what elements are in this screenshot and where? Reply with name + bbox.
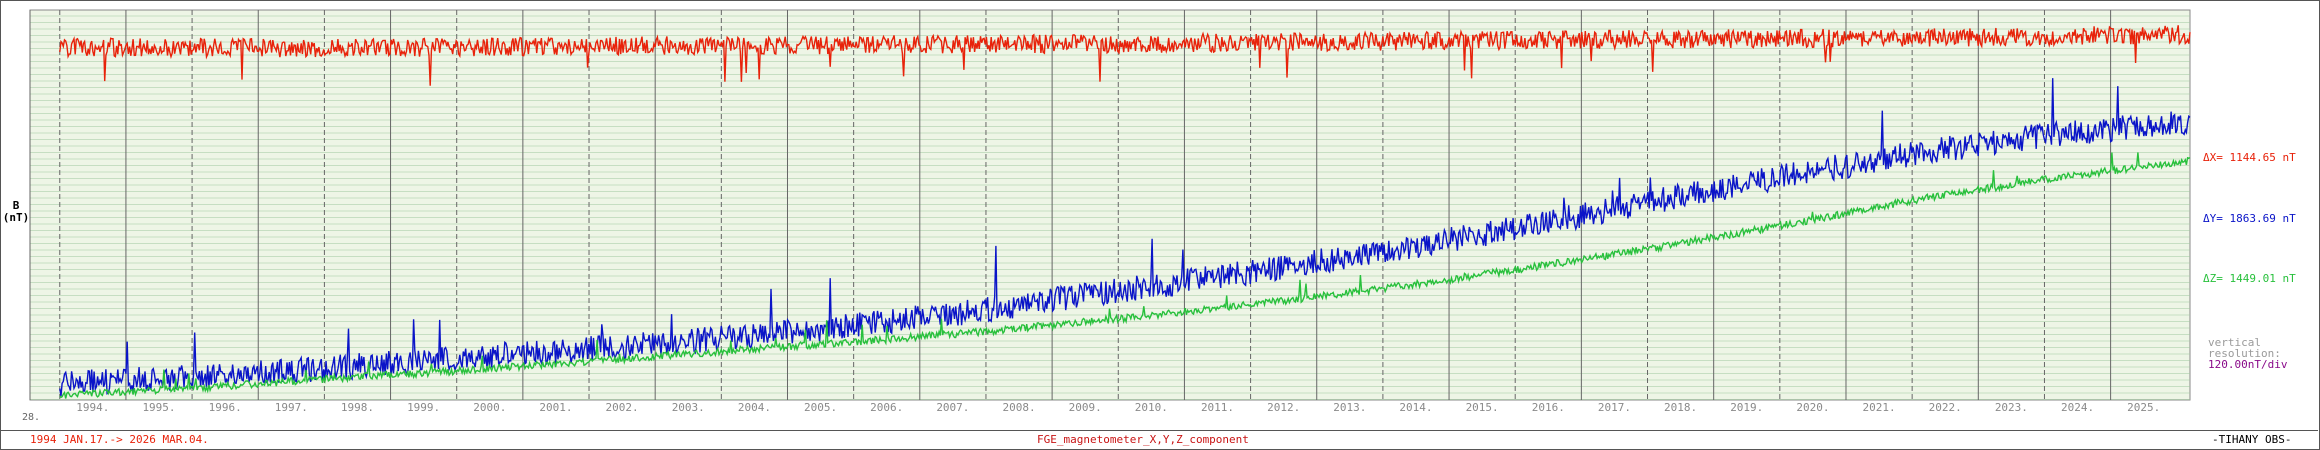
year-tick-label: 1997. bbox=[275, 401, 308, 414]
year-tick-label: 1999. bbox=[407, 401, 440, 414]
year-tick-label: 1996. bbox=[209, 401, 242, 414]
year-tick-label: 2015. bbox=[1466, 401, 1499, 414]
year-tick-label: 1995. bbox=[142, 401, 175, 414]
status-footer: 1994 JAN.17.-> 2026 MAR.04. FGE_magnetom… bbox=[0, 430, 2318, 449]
year-tick-label: 2025. bbox=[2127, 401, 2160, 414]
delta-x-label: ΔX= 1144.65 nT bbox=[2203, 151, 2296, 164]
year-tick-label: 2008. bbox=[1002, 401, 1035, 414]
year-tick-label: 2013. bbox=[1333, 401, 1366, 414]
year-tick-label: 2021. bbox=[1863, 401, 1896, 414]
y-axis-unit: (nT) bbox=[2, 211, 30, 224]
chart-title: FGE_magnetometer_X,Y,Z_component bbox=[1037, 433, 1249, 446]
series-x-line bbox=[59, 25, 2191, 86]
year-tick-label: 1994. bbox=[76, 401, 109, 414]
year-tick-label: 2002. bbox=[606, 401, 639, 414]
year-tick-label: 2001. bbox=[539, 401, 572, 414]
delta-z-label: ΔZ= 1449.01 nT bbox=[2203, 272, 2296, 285]
observatory-name: -TIHANY OBS- bbox=[2212, 433, 2292, 446]
year-tick-label: 2009. bbox=[1069, 401, 1102, 414]
delta-y-label: ΔY= 1863.69 nT bbox=[2203, 212, 2296, 225]
year-tick-label: 2003. bbox=[672, 401, 705, 414]
year-tick-label: 2006. bbox=[870, 401, 903, 414]
vertical-resolution-caption-1: vertical bbox=[2208, 336, 2261, 349]
plot-area bbox=[29, 9, 2191, 401]
series-y-line bbox=[59, 78, 2191, 397]
year-tick-label: 2018. bbox=[1664, 401, 1697, 414]
y-bottom-label: 28. bbox=[22, 412, 40, 423]
year-tick-label: 2010. bbox=[1135, 401, 1168, 414]
year-tick-label: 2005. bbox=[804, 401, 837, 414]
year-tick-label: 2019. bbox=[1730, 401, 1763, 414]
year-tick-label: 2007. bbox=[936, 401, 969, 414]
year-tick-label: 2017. bbox=[1598, 401, 1631, 414]
year-tick-label: 2016. bbox=[1532, 401, 1565, 414]
y-axis-symbol: B bbox=[12, 199, 20, 212]
year-tick-label: 2014. bbox=[1399, 401, 1432, 414]
date-range: 1994 JAN.17.-> 2026 MAR.04. bbox=[30, 433, 209, 446]
year-tick-label: 2004. bbox=[738, 401, 771, 414]
vertical-resolution-value: 120.00nT/div bbox=[2208, 358, 2288, 371]
year-tick-label: 2011. bbox=[1201, 401, 1234, 414]
year-tick-label: 2000. bbox=[473, 401, 506, 414]
vertical-resolution-caption-2: resolution: bbox=[2208, 347, 2281, 360]
magnetometer-chart: 1994. 1995. 1996. 1997. 1998. 1999. 2000. 2001.… bbox=[22, 9, 2191, 423]
year-tick-label: 1998. bbox=[341, 401, 374, 414]
year-tick-label: 2023. bbox=[1995, 401, 2028, 414]
year-tick-label: 2024. bbox=[2061, 401, 2094, 414]
year-tick-label: 2020. bbox=[1796, 401, 1829, 414]
year-tick-label: 2012. bbox=[1267, 401, 1300, 414]
year-tick-label: 2022. bbox=[1929, 401, 1962, 414]
series-z-line bbox=[59, 152, 2191, 399]
